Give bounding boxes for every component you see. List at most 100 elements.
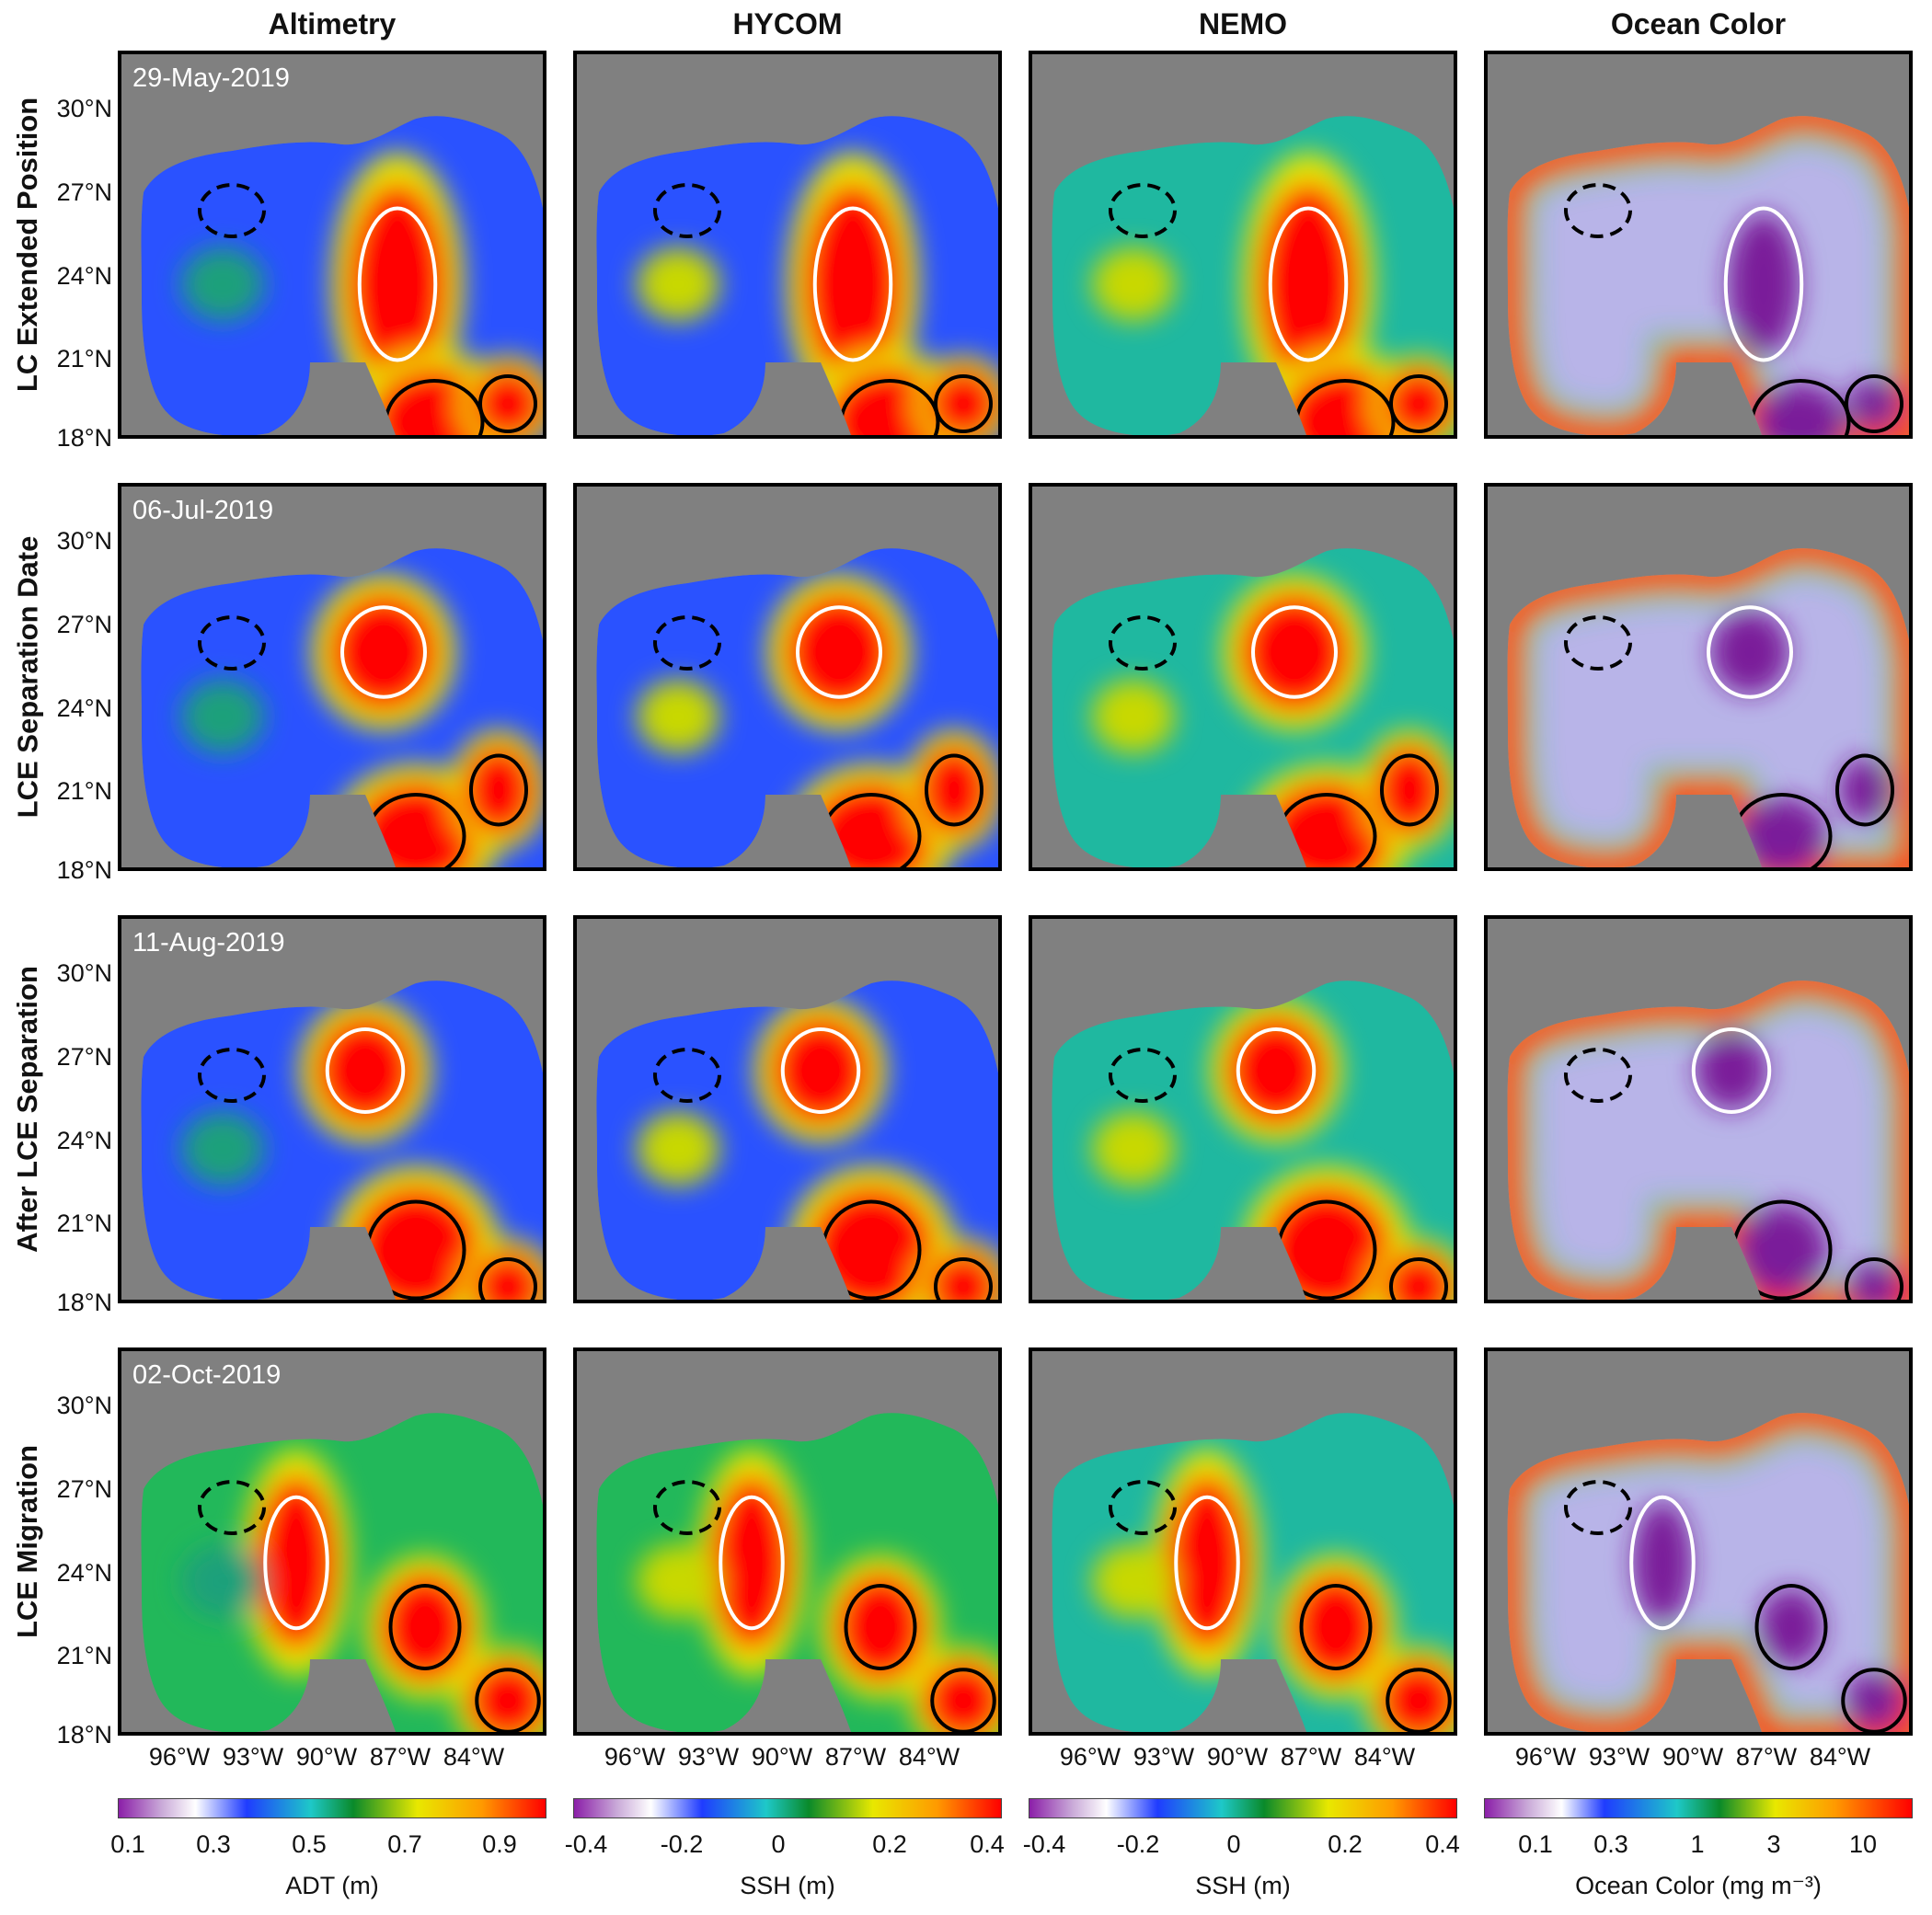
warm-eddy-contour <box>1389 1257 1448 1300</box>
warm-eddy-contour <box>388 1584 462 1670</box>
ocean-field <box>1507 116 1909 435</box>
colorbar-tick: 0.4 <box>1425 1830 1460 1858</box>
warm-eddy-contour <box>1835 753 1894 827</box>
colorbar-tick: 0 <box>771 1830 786 1858</box>
map-panel <box>1029 1347 1457 1736</box>
lat-tick: 24°N <box>56 694 112 722</box>
column-title-altimetry: Altimetry <box>268 7 397 40</box>
lon-tick: 84°W <box>1809 1743 1871 1771</box>
cyclonic-eddy-contour <box>1564 1480 1632 1535</box>
map-panel <box>573 51 1002 439</box>
lat-tick: 30°N <box>56 959 112 987</box>
map-field <box>141 1413 543 1732</box>
lon-tick: 90°W <box>1662 1743 1724 1771</box>
warm-eddy-contour <box>469 753 528 827</box>
map-panel: 06-Jul-2019 <box>118 483 546 871</box>
lon-tick: 90°W <box>295 1743 358 1771</box>
loop-current-contour <box>812 206 893 362</box>
map-field <box>596 116 998 435</box>
lon-tick: 84°W <box>898 1743 960 1771</box>
map-panel <box>1484 51 1913 439</box>
loop-current-contour <box>340 605 427 699</box>
lat-tick: 18°N <box>56 1289 112 1316</box>
cyclonic-eddy-contour <box>653 183 721 238</box>
map-field <box>1052 548 1454 867</box>
map-panel <box>1484 483 1913 871</box>
warm-eddy-contour <box>1841 1668 1907 1732</box>
colorbar-tick: 0.4 <box>970 1830 1005 1858</box>
loop-current-contour <box>1723 206 1804 362</box>
warm-eddy-contour <box>925 753 983 827</box>
map-field <box>1052 1413 1454 1732</box>
colorbar-tick: -0.4 <box>1022 1830 1066 1858</box>
colorbar-tick: 0.2 <box>1328 1830 1363 1858</box>
lon-tick: 96°W <box>604 1743 666 1771</box>
loop-current-contour <box>796 605 882 699</box>
map-field <box>1507 980 1909 1300</box>
colorbar-tick: 0.1 <box>110 1830 145 1858</box>
colorbar-tick: 0.1 <box>1518 1830 1553 1858</box>
loop-current-contour <box>357 206 438 362</box>
loop-current-contour <box>263 1495 329 1631</box>
lon-tick: 84°W <box>1353 1743 1416 1771</box>
map-panel <box>573 483 1002 871</box>
map-field <box>1507 548 1909 867</box>
colorbar-label-ssh-nemo: SSH (m) <box>1195 1872 1291 1899</box>
lat-tick: 30°N <box>56 1392 112 1419</box>
lon-tick: 87°W <box>1280 1743 1342 1771</box>
cyclonic-eddy-contour <box>198 1048 266 1103</box>
colorbar-tick: -0.2 <box>660 1830 704 1858</box>
lat-tick: 24°N <box>56 1127 112 1154</box>
colorbar-tick: 3 <box>1766 1830 1781 1858</box>
panel-date: 11-Aug-2019 <box>132 928 285 958</box>
lon-tick: 87°W <box>369 1743 431 1771</box>
colorbar-ssh-hycom <box>573 1798 1002 1818</box>
warm-eddy-contour <box>478 374 537 433</box>
warm-eddy-contour <box>1389 374 1448 433</box>
lon-tick: 96°W <box>1514 1743 1577 1771</box>
panel-date: 06-Jul-2019 <box>132 496 274 525</box>
colorbar-label-adt: ADT (m) <box>285 1872 379 1899</box>
cyclonic-eddy-contour <box>1564 615 1632 671</box>
map-panel <box>1029 483 1457 871</box>
cyclonic-eddy-contour <box>198 615 266 671</box>
colorbar-ssh-nemo <box>1029 1798 1457 1818</box>
colorbar-tick: 0.7 <box>387 1830 422 1858</box>
map-field <box>1052 116 1454 435</box>
map-field <box>141 116 543 435</box>
panel-date: 29-May-2019 <box>132 63 290 93</box>
column-title-ocean-color: Ocean Color <box>1610 7 1787 40</box>
map-field <box>1507 1413 1909 1732</box>
warm-eddy-contour <box>1299 1584 1373 1670</box>
lon-tick: 93°W <box>1133 1743 1195 1771</box>
loop-current-contour <box>325 1027 406 1114</box>
cyclonic-eddy-contour <box>198 183 266 238</box>
loop-current-contour <box>780 1027 861 1114</box>
map-panel <box>573 1347 1002 1736</box>
ocean-field <box>1507 548 1909 867</box>
map-panel <box>1029 51 1457 439</box>
lat-tick: 18°N <box>56 1721 112 1749</box>
cyclonic-eddy-contour <box>1109 1048 1177 1103</box>
colorbar-tick: 0.2 <box>872 1830 907 1858</box>
map-panel <box>1029 915 1457 1303</box>
lon-tick: 90°W <box>1206 1743 1269 1771</box>
warm-eddy-contour <box>930 1668 996 1732</box>
lon-tick: 87°W <box>1735 1743 1798 1771</box>
colorbar-tick: 0.5 <box>292 1830 327 1858</box>
map-field <box>141 548 543 867</box>
lat-tick: 21°N <box>56 345 112 373</box>
warm-eddy-contour <box>475 1668 541 1732</box>
lat-tick: 21°N <box>56 1210 112 1237</box>
map-field <box>141 980 543 1300</box>
lat-tick: 27°N <box>56 178 112 206</box>
lat-tick: 30°N <box>56 95 112 122</box>
map-panel <box>573 915 1002 1303</box>
loop-current-contour <box>1174 1495 1240 1631</box>
colorbar-tick: 1 <box>1690 1830 1705 1858</box>
colorbar-ocean-color <box>1484 1798 1913 1818</box>
cyclonic-eddy-contour <box>653 1048 721 1103</box>
lat-tick: 24°N <box>56 262 112 290</box>
cyclonic-eddy-contour <box>653 1480 721 1535</box>
map-panel <box>1484 915 1913 1303</box>
